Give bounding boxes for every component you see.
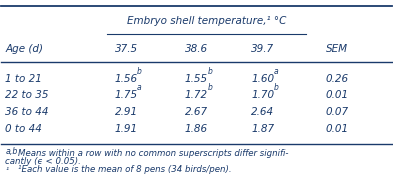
Text: 22 to 35: 22 to 35 [5,90,49,100]
Text: 1.91: 1.91 [115,124,138,134]
Text: 1.86: 1.86 [185,124,208,134]
Text: Embryo shell temperature,¹ °C: Embryo shell temperature,¹ °C [127,15,286,26]
Text: b: b [208,67,212,76]
Text: 2.64: 2.64 [251,107,274,117]
Text: 0.01: 0.01 [325,124,349,134]
Text: 0 to 44: 0 to 44 [5,124,42,134]
Text: b: b [137,67,142,76]
Text: a: a [137,83,142,92]
Text: 39.7: 39.7 [251,44,274,54]
Text: SEM: SEM [326,44,348,54]
Text: ¹Each value is the mean of 8 pens (34 birds/pen).: ¹Each value is the mean of 8 pens (34 bi… [18,165,231,174]
Text: 1.70: 1.70 [251,90,274,100]
Text: b: b [274,83,279,92]
Text: cantly (ϵ < 0.05).: cantly (ϵ < 0.05). [5,157,81,166]
Text: 1.72: 1.72 [185,90,208,100]
Text: 1 to 21: 1 to 21 [5,74,42,84]
Text: 1.56: 1.56 [115,74,138,84]
Text: 2.91: 2.91 [115,107,138,117]
Text: a: a [274,67,278,76]
Text: a,b: a,b [5,147,18,156]
Text: 36 to 44: 36 to 44 [5,107,49,117]
Text: 1.60: 1.60 [251,74,274,84]
Text: ¹: ¹ [5,166,8,175]
Text: 0.07: 0.07 [325,107,349,117]
Text: 1.87: 1.87 [251,124,274,134]
Text: 37.5: 37.5 [115,44,138,54]
Text: 0.01: 0.01 [325,90,349,100]
Text: 1.55: 1.55 [185,74,208,84]
Text: 38.6: 38.6 [185,44,208,54]
Text: Age (d): Age (d) [5,44,43,54]
Text: 2.67: 2.67 [185,107,208,117]
Text: 0.26: 0.26 [325,74,349,84]
Text: 1.75: 1.75 [115,90,138,100]
Text: Means within a row with no common superscripts differ signifi-: Means within a row with no common supers… [18,149,288,158]
Text: b: b [208,83,212,92]
